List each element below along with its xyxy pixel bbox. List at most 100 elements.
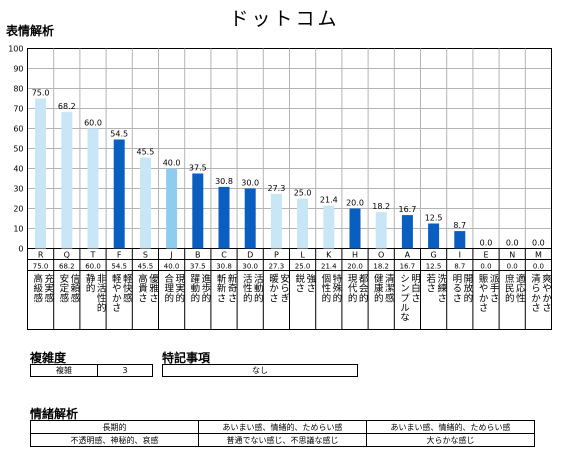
- description-label: 活動的: [252, 273, 264, 303]
- description-label: 優雅さ: [147, 273, 159, 303]
- description-label: 清らかさ: [529, 273, 541, 312]
- page-title: ドットコム: [229, 8, 340, 30]
- data-label: 54.5: [110, 130, 128, 139]
- y-tick-label: 70: [13, 105, 23, 114]
- description-label: 個性的: [319, 273, 331, 303]
- description-label: 高級感: [31, 273, 43, 303]
- bar: [375, 212, 387, 249]
- value-cell: 54.5: [111, 263, 127, 271]
- description-label: 静的: [84, 273, 96, 294]
- value-cell: 27.3: [269, 263, 285, 271]
- emotion-section-title: 情緒解析: [30, 407, 79, 421]
- description-label: 賑やかさ: [477, 274, 489, 313]
- complexity-section-title: 複雑度: [30, 351, 67, 365]
- description-label: 高貴さ: [136, 273, 148, 303]
- description-label: 進歩的: [199, 273, 211, 303]
- value-cell: 0.0: [480, 263, 491, 271]
- bar: [218, 186, 230, 249]
- category-label: J: [169, 251, 172, 260]
- category-label: A: [405, 251, 411, 260]
- bar: [270, 193, 282, 249]
- value-cell: 45.5: [138, 263, 154, 271]
- bar: [113, 139, 125, 249]
- data-label: 8.7: [453, 221, 466, 230]
- description-label: 清潔感: [383, 273, 395, 303]
- value-cell: 30.8: [216, 263, 232, 271]
- category-label: P: [274, 251, 279, 260]
- data-label: 68.2: [58, 102, 76, 111]
- emotion-cell: あいまい感、情緒的、ためらい感: [198, 420, 367, 434]
- data-label: 60.0: [84, 119, 102, 128]
- special-notes-table: なし: [162, 364, 358, 377]
- special-notes-value: なし: [162, 364, 358, 377]
- bar: [87, 128, 99, 249]
- bar: [35, 98, 47, 249]
- description-label: 活性的: [241, 273, 253, 303]
- category-label: C: [221, 251, 227, 260]
- category-label: R: [38, 251, 44, 260]
- category-label: K: [326, 251, 332, 260]
- description-label: 躍動的: [188, 274, 200, 304]
- y-tick-label: 30: [13, 185, 23, 194]
- data-label: 16.7: [398, 205, 416, 214]
- y-tick-label: 80: [13, 85, 23, 94]
- emotion-cell: 普通でない感じ、不思議な感じ: [198, 433, 367, 447]
- emotion-row: 不透明感、神秘的、哀感 普通でない感じ、不思議な感じ 大らかな感じ: [30, 433, 535, 447]
- value-cell: 68.2: [59, 263, 75, 271]
- y-tick-label: 20: [13, 205, 23, 214]
- description-label: 安らぎ: [278, 273, 290, 303]
- y-tick-label: 40: [13, 165, 23, 174]
- data-label: 21.4: [320, 196, 338, 205]
- category-label: S: [143, 251, 148, 260]
- description-label: 現実的: [173, 274, 185, 304]
- value-cell: 60.0: [85, 263, 101, 271]
- data-label: 18.2: [372, 202, 390, 211]
- value-cell: 8.7: [454, 263, 465, 271]
- data-label: 45.5: [136, 148, 154, 157]
- bar: [139, 157, 151, 249]
- category-label: E: [483, 251, 488, 260]
- category-label: D: [247, 251, 253, 260]
- emotion-row: 長期的 あいまい感、情緒的、ためらい感 あいまい感、情緒的、ためらい感: [30, 420, 535, 434]
- y-tick-label: 100: [8, 45, 23, 54]
- value-cell: 12.5: [426, 263, 442, 271]
- description-label: 適応性: [514, 273, 526, 303]
- y-tick-label: 10: [13, 225, 23, 234]
- description-label: 非活性的: [95, 273, 107, 313]
- category-label: T: [90, 251, 96, 260]
- value-cell: 30.0: [242, 263, 258, 271]
- emotion-cell: 大らかな感じ: [366, 433, 535, 447]
- description-label: 洗練さ: [435, 273, 447, 303]
- value-cell: 25.0: [295, 263, 311, 271]
- bar: [297, 198, 309, 249]
- category-label: O: [378, 251, 384, 260]
- description-label: 鋭さ: [293, 273, 305, 293]
- complexity-table: 複雑 3: [30, 364, 153, 377]
- description-label: 庶民的: [503, 273, 515, 303]
- value-cell: 40.0: [164, 263, 180, 271]
- category-label: G: [430, 251, 436, 260]
- description-label: 明るさ: [450, 274, 462, 303]
- bar: [349, 208, 361, 249]
- bar: [323, 205, 335, 249]
- data-label: 27.3: [267, 184, 285, 193]
- bar: [244, 188, 256, 249]
- data-label: 20.0: [346, 199, 364, 208]
- data-label: 37.5: [189, 164, 207, 173]
- description-label: 暖かさ: [267, 273, 279, 303]
- bar: [192, 173, 204, 249]
- emotion-table: 長期的 あいまい感、情緒的、ためらい感 あいまい感、情緒的、ためらい感 不透明感…: [30, 420, 535, 447]
- y-tick-label: 50: [13, 145, 23, 154]
- description-label: 軽快感: [121, 274, 133, 303]
- bar: [401, 215, 413, 249]
- y-tick-label: 90: [13, 65, 23, 74]
- value-cell: 21.4: [321, 263, 337, 271]
- description-label: 安定感: [57, 273, 69, 303]
- complexity-label: 複雑: [30, 364, 98, 377]
- value-cell: 20.0: [347, 263, 363, 271]
- category-label: N: [509, 251, 515, 260]
- bar: [454, 231, 466, 249]
- category-label: B: [195, 251, 201, 260]
- description-label: 斬新さ: [215, 274, 227, 303]
- description-label: 強さ: [304, 273, 316, 293]
